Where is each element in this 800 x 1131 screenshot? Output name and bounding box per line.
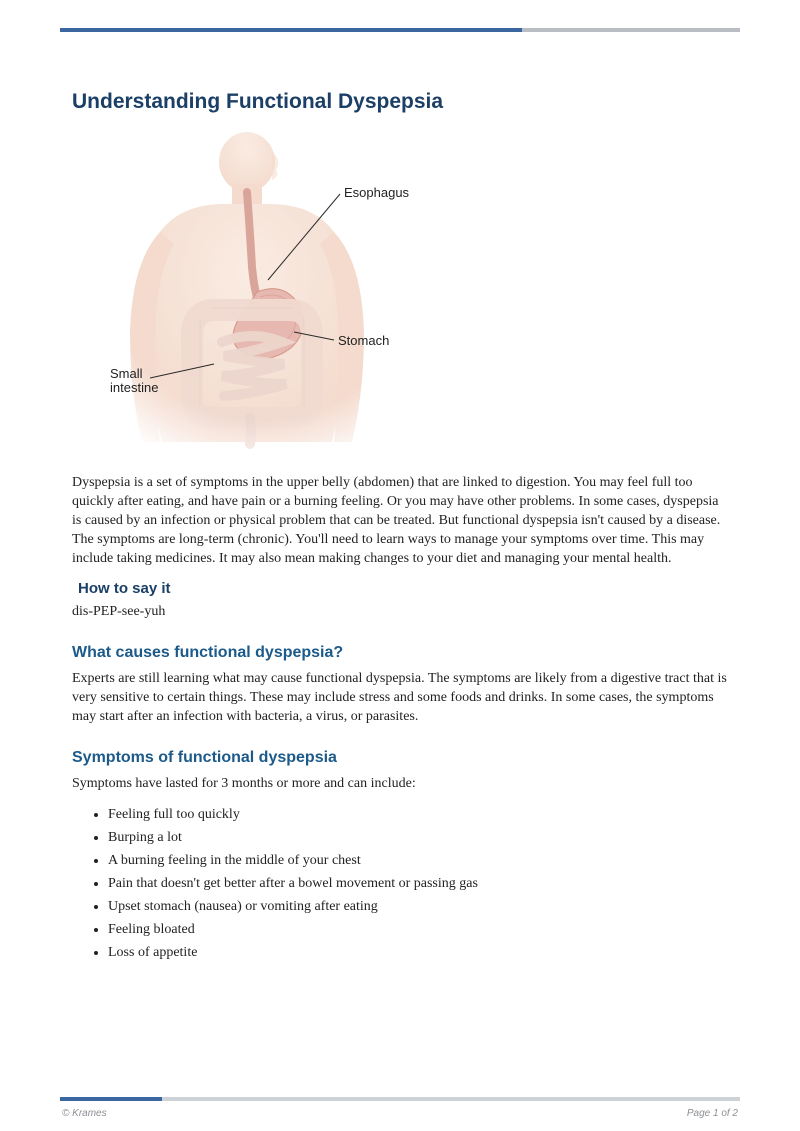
list-item: Burping a lot [108,827,728,848]
intro-paragraph: Dyspepsia is a set of symptoms in the up… [72,474,728,568]
page-footer: © Krames Page 1 of 2 [62,1108,738,1119]
causes-paragraph: Experts are still learning what may caus… [72,670,728,727]
pronunciation: dis-PEP-see-yuh [72,603,728,622]
page-title: Understanding Functional Dyspepsia [72,90,728,114]
bottom-rule [60,1097,740,1101]
anatomy-diagram: Esophagus Stomach Small intestine [82,132,442,462]
list-item: Pain that doesn't get better after a bow… [108,873,728,894]
list-item: A burning feeling in the middle of your … [108,850,728,871]
top-rule [60,28,740,32]
diagram-label-esophagus: Esophagus [344,185,410,200]
list-item: Loss of appetite [108,942,728,963]
list-item: Feeling full too quickly [108,804,728,825]
causes-heading: What causes functional dyspepsia? [72,644,728,662]
how-to-say-heading: How to say it [78,580,728,597]
footer-page: Page 1 of 2 [687,1108,738,1119]
list-item: Upset stomach (nausea) or vomiting after… [108,896,728,917]
footer-copyright: © Krames [62,1108,107,1119]
list-item: Feeling bloated [108,919,728,940]
symptoms-intro: Symptoms have lasted for 3 months or mor… [72,775,728,794]
diagram-label-stomach: Stomach [338,333,389,348]
symptoms-heading: Symptoms of functional dyspepsia [72,749,728,767]
symptoms-list: Feeling full too quickly Burping a lot A… [108,804,728,963]
page-content: Understanding Functional Dyspepsia [72,90,728,965]
